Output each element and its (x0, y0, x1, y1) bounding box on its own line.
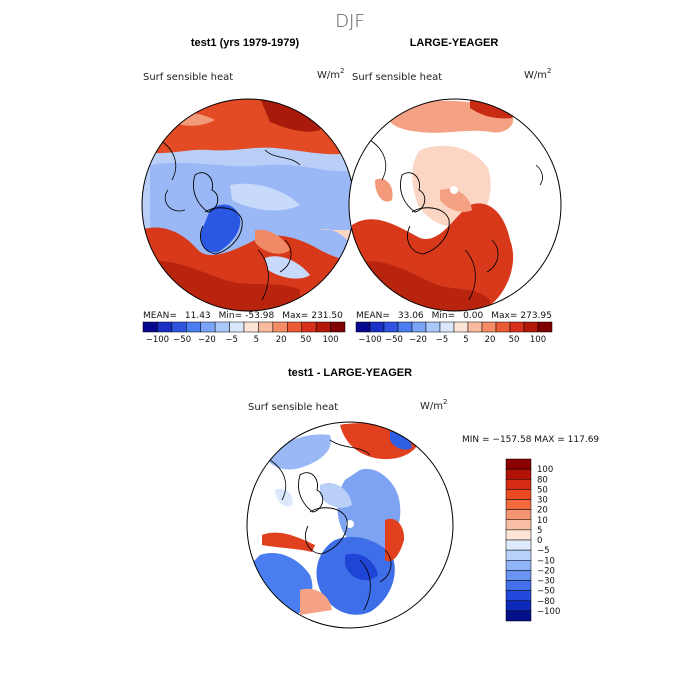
panel1-colorbar-swatch (214, 321, 230, 333)
panel2-colorbar-swatch (537, 321, 553, 333)
panel2-colorbar-swatch (369, 321, 385, 333)
panel3-minmax: MIN = −157.58 MAX = 117.69 (462, 435, 599, 445)
panel3-colorbar-tick-label: 30 (537, 496, 548, 506)
panel1-colorbar-tick-label: −100 (146, 335, 169, 345)
panel1-variable: Surf sensible heat (143, 72, 233, 83)
panel1-colorbar-tick-label: 5 (254, 335, 259, 345)
panel2-colorbar-swatch (355, 321, 371, 333)
panel3-colorbar-tick-label: −100 (537, 607, 560, 617)
panel3-colorbar-swatch (505, 590, 532, 601)
panel1-colorbar: −100 −50 −20 −5 5 20 50 100 (142, 321, 346, 345)
panel2-stats: MEAN= 33.06 Min= 0.00 Max= 273.95 (356, 311, 552, 321)
panel1-colorbar-swatch (157, 321, 173, 333)
panel2-map (349, 99, 561, 311)
panel3-colorbar-swatch (505, 458, 532, 470)
panel3-colorbar-swatch (505, 570, 532, 581)
panel1-colorbar-swatch (186, 321, 201, 333)
panel2-colorbar-tick-label: −5 (436, 335, 449, 345)
panel2-colorbar-tick-label: −50 (385, 335, 403, 345)
panel3-colorbar-tick-label: 0 (537, 536, 542, 546)
panel2-colorbar: −100 −50 −20 −5 5 20 50 100 (355, 321, 553, 345)
panel1-colorbar-swatch (315, 321, 331, 333)
panel1-units: W/m2 (317, 67, 344, 81)
panel3-colorbar-tick-label: 100 (537, 465, 553, 475)
panel3-colorbar-tick-label: 10 (537, 516, 548, 526)
panel1-colorbar-swatch (171, 321, 187, 333)
panel1-colorbar-swatch (287, 321, 302, 333)
panel3-colorbar-tick-label: 50 (537, 485, 548, 495)
panel2-colorbar-tick-label: 50 (509, 335, 520, 345)
panel1-colorbar-tick-label: 50 (300, 335, 311, 345)
panel2-colorbar-swatch (467, 321, 483, 333)
panel1-colorbar-swatch (301, 321, 317, 333)
panel3-colorbar-swatch (505, 509, 532, 520)
panel3-colorbar-swatch (505, 519, 532, 531)
panel1-map (142, 99, 354, 311)
panel2-colorbar-swatch (425, 321, 441, 333)
panel3-map (247, 422, 453, 628)
panel2-colorbar-tick-label: 100 (530, 335, 546, 345)
panel1-colorbar-tick-label: −50 (173, 335, 191, 345)
panel2-colorbar-tick-label: −20 (409, 335, 427, 345)
panel3-colorbar-swatch (505, 499, 532, 510)
panel3-colorbar-tick-label: −30 (537, 577, 555, 587)
panel1-colorbar-swatch (229, 321, 245, 333)
panel3-colorbar-tick-label: −20 (537, 566, 555, 576)
panel3-colorbar-tick-label: −10 (537, 556, 555, 566)
panel2-colorbar-swatch (397, 321, 413, 333)
panel1-colorbar-tick-label: −5 (225, 335, 238, 345)
panel3-heading: test1 - LARGE-YEAGER (288, 367, 412, 379)
panel1-colorbar-tick-label: 20 (276, 335, 287, 345)
panel3-colorbar-swatch (505, 479, 532, 490)
panel3-units: W/m2 (420, 398, 447, 412)
panel1-colorbar-tick-label: 100 (322, 335, 338, 345)
panel2-units: W/m2 (524, 67, 551, 81)
panel3-colorbar-tick-label: −5 (537, 546, 550, 556)
panel2-colorbar-swatch (523, 321, 539, 333)
panel1-colorbar-swatch (142, 321, 158, 333)
panel2-colorbar-swatch (495, 321, 511, 333)
panel2-heading: LARGE-YEAGER (410, 37, 499, 49)
panel2-colorbar-swatch (439, 321, 455, 333)
panel2-colorbar-swatch (453, 321, 469, 333)
panel1-colorbar-swatch (200, 321, 216, 333)
panel1-colorbar-swatch (272, 321, 288, 333)
panel3-colorbar-tick-label: −80 (537, 597, 555, 607)
panel2-variable: Surf sensible heat (352, 72, 442, 83)
panel3-colorbar-swatch (505, 610, 532, 622)
panel1-colorbar-swatch (243, 321, 259, 333)
panel2-colorbar-tick-label: −100 (358, 335, 381, 345)
panel-test1: test1 (yrs 1979-1979) Surf sensible heat… (141, 37, 355, 345)
panel2-colorbar-swatch (411, 321, 427, 333)
panel2-colorbar-tick-label: 20 (485, 335, 496, 345)
panel1-colorbar-swatch (258, 321, 274, 333)
panel3-colorbar-swatch (505, 489, 532, 500)
panel3-colorbar-swatch (505, 600, 532, 612)
panel2-colorbar-tick-label: 5 (463, 335, 468, 345)
panel3-variable: Surf sensible heat (248, 402, 338, 413)
panel1-heading: test1 (yrs 1979-1979) (191, 37, 300, 49)
panel3-colorbar-tick-label: 5 (537, 526, 542, 536)
panel-large-yeager: LARGE-YEAGER Surf sensible heat W/m2 MEA… (348, 37, 562, 345)
panel1-stats: MEAN= 11.43 Min= -53.98 Max= 231.50 (143, 311, 343, 321)
panel2-colorbar-swatch (509, 321, 525, 333)
panel-difference: test1 - LARGE-YEAGER Surf sensible heat … (246, 367, 599, 629)
panel2-colorbar-swatch (383, 321, 399, 333)
panel3-colorbar-swatch (505, 468, 532, 480)
panel2-colorbar-swatch (481, 321, 497, 333)
panel3-colorbar-tick-label: 80 (537, 475, 548, 485)
panel3-colorbar-swatch (505, 549, 532, 561)
panel3-colorbar-tick-label: −50 (537, 587, 555, 597)
panel1-colorbar-tick-label: −20 (198, 335, 216, 345)
panel3-colorbar-tick-label: 20 (537, 506, 548, 516)
panel1-colorbar-swatch (330, 321, 346, 333)
panel3-colorbar-swatch (505, 580, 532, 591)
figure-title: DJF (335, 11, 365, 32)
panel3-colorbar-swatch (505, 529, 532, 541)
panel3-colorbar-swatch (505, 560, 532, 571)
panel3-colorbar-swatch (505, 539, 532, 551)
